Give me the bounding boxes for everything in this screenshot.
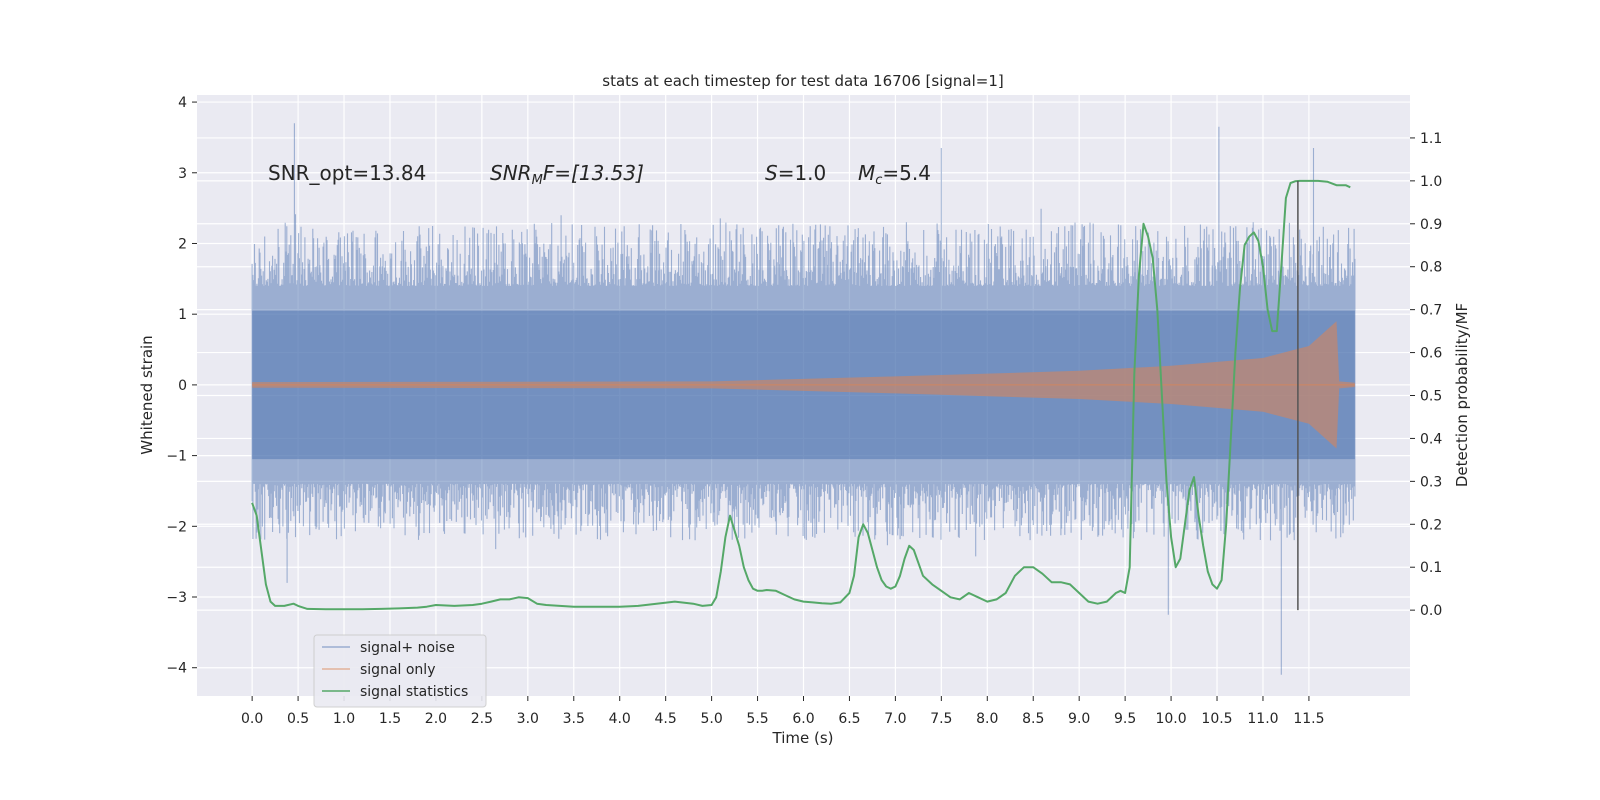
y-left-tick-label: 2 bbox=[178, 236, 187, 252]
y-axis-left-label: Whitened strain bbox=[138, 335, 156, 454]
x-tick-label: 5.5 bbox=[746, 711, 768, 727]
y-right-tick-label: 1.1 bbox=[1420, 131, 1442, 147]
annotation-s-symbol: S bbox=[765, 161, 778, 185]
annotation-snr-mf-sub: M bbox=[532, 173, 543, 188]
annotation-mc-sub: c bbox=[875, 173, 882, 188]
x-tick-label: 4.5 bbox=[655, 711, 677, 727]
annotation-s-value: =1.0 bbox=[778, 161, 827, 185]
x-axis-ticks: 0.0 0.5 1.0 1.5 2.0 2.5 3.0 3.5 4.0 4.5 5.0 5.5 6.0 6… bbox=[241, 696, 1325, 727]
annotation-snr-mf-base: SNR bbox=[490, 161, 532, 185]
x-tick-label: 3.5 bbox=[563, 711, 585, 727]
y-left-tick-label: −4 bbox=[166, 661, 187, 677]
y-right-tick-label: 0.2 bbox=[1420, 517, 1442, 533]
y-right-tick-label: 0.9 bbox=[1420, 217, 1442, 233]
x-tick-label: 9.5 bbox=[1114, 711, 1136, 727]
x-tick-label: 2.0 bbox=[425, 711, 447, 727]
y-right-tick-label: 0.3 bbox=[1420, 474, 1442, 490]
x-tick-label: 0.5 bbox=[287, 711, 309, 727]
y-left-tick-label: −2 bbox=[166, 519, 187, 535]
x-axis-label: Time (s) bbox=[772, 729, 834, 747]
chart-title: stats at each timestep for test data 167… bbox=[602, 72, 1003, 90]
y-left-tick-label: 1 bbox=[178, 307, 187, 323]
y-left-tick-label: 3 bbox=[178, 166, 187, 182]
x-tick-label: 11.0 bbox=[1247, 711, 1278, 727]
x-tick-label: 3.0 bbox=[517, 711, 539, 727]
x-tick-label: 10.5 bbox=[1201, 711, 1232, 727]
x-tick-label: 0.0 bbox=[241, 711, 263, 727]
x-tick-label: 1.5 bbox=[379, 711, 401, 727]
annotation-snr-mf: SNRMF=[13.53] bbox=[490, 161, 644, 188]
signal-statistics-series bbox=[251, 179, 1351, 611]
y-axis-left-ticks: −4 −3 −2 −1 0 1 2 3 4 bbox=[166, 95, 197, 677]
y-axis-right-ticks: 0.0 0.1 0.2 0.3 0.4 0.5 0.6 0.7 0.8 0.9 1.0 1.1 bbox=[1410, 131, 1442, 619]
signal-statistics-line bbox=[251, 179, 1351, 611]
x-tick-label: 10.0 bbox=[1155, 711, 1186, 727]
x-tick-label: 7.0 bbox=[884, 711, 906, 727]
y-right-tick-label: 0.1 bbox=[1420, 560, 1442, 576]
x-tick-label: 1.0 bbox=[333, 711, 355, 727]
y-right-tick-label: 0.8 bbox=[1420, 260, 1442, 276]
y-right-tick-label: 1.0 bbox=[1420, 174, 1442, 190]
x-tick-label: 4.0 bbox=[609, 711, 631, 727]
x-tick-label: 5.0 bbox=[700, 711, 722, 727]
y-left-tick-label: −3 bbox=[166, 590, 187, 606]
x-tick-label: 11.5 bbox=[1293, 711, 1324, 727]
annotation-snr-opt: SNR_opt=13.84 bbox=[268, 161, 426, 185]
x-tick-label: 6.5 bbox=[838, 711, 860, 727]
y-axis-right-label: Detection probability/MF bbox=[1453, 303, 1471, 487]
y-right-tick-label: 0.0 bbox=[1420, 603, 1442, 619]
signal-only-series bbox=[252, 321, 1355, 449]
y-right-tick-label: 0.4 bbox=[1420, 431, 1442, 447]
annotation-snr-mf-rest: F=[13.53] bbox=[543, 161, 644, 185]
y-left-tick-label: 4 bbox=[178, 95, 187, 111]
x-tick-label: 8.5 bbox=[1022, 711, 1044, 727]
y-right-tick-label: 0.5 bbox=[1420, 389, 1442, 405]
x-tick-label: 2.5 bbox=[471, 711, 493, 727]
legend-box bbox=[313, 634, 487, 708]
legend-label-signal-statistics: signal statistics bbox=[360, 684, 468, 700]
y-left-tick-label: −1 bbox=[166, 449, 187, 465]
x-tick-label: 8.0 bbox=[976, 711, 998, 727]
annotation-mc-symbol: M bbox=[858, 161, 875, 185]
x-tick-label: 6.0 bbox=[792, 711, 814, 727]
y-right-tick-label: 0.6 bbox=[1420, 346, 1442, 362]
legend-label-signal-noise: signal+ noise bbox=[360, 640, 455, 656]
legend-label-signal-only: signal only bbox=[360, 662, 435, 678]
legend: signal+ noise signal only signal statist… bbox=[313, 634, 487, 708]
annotation-s: S=1.0 bbox=[765, 161, 826, 185]
y-right-tick-label: 0.7 bbox=[1420, 303, 1442, 319]
x-tick-label: 9.0 bbox=[1068, 711, 1090, 727]
x-tick-label: 7.5 bbox=[930, 711, 952, 727]
annotation-mc-value: =5.4 bbox=[882, 161, 931, 185]
y-left-tick-label: 0 bbox=[178, 378, 187, 394]
annotation-mc: Mc=5.4 bbox=[858, 161, 931, 188]
